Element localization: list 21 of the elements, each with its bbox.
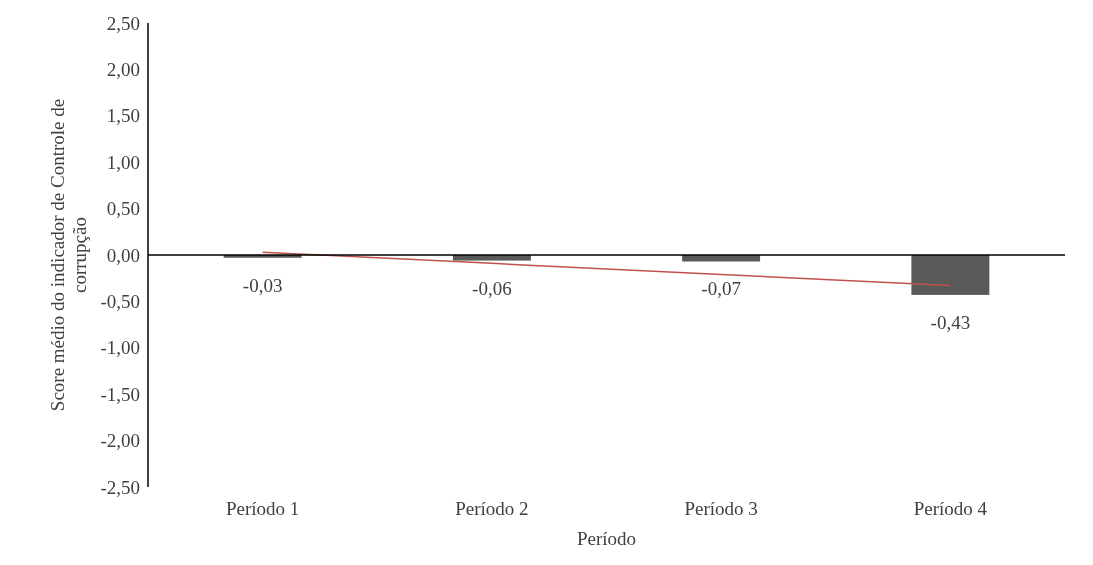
data-label: -0,43 [930, 311, 971, 333]
x-tick-label: Período 1 [225, 498, 300, 519]
y-tick-label: 2,50 [106, 12, 140, 34]
y-axis-title: Score médio do indicador de Controle de corrupção [46, 98, 90, 412]
y-tick-label: -2,00 [100, 430, 140, 452]
y-tick-label: 0,00 [106, 244, 140, 266]
x-tick-label: Período 2 [455, 498, 529, 519]
y-tick-label: 1,00 [106, 151, 140, 173]
y-tick-label: -0,50 [100, 291, 140, 313]
data-label: -0,03 [242, 274, 283, 296]
y-tick-label: -2,50 [100, 476, 140, 498]
x-tick-label: Período 3 [684, 498, 758, 519]
y-tick-label: -1,00 [100, 337, 140, 359]
y-tick-label: -1,50 [100, 383, 140, 405]
data-label: -0,07 [701, 278, 741, 300]
y-tick-label: 2,00 [106, 59, 140, 81]
data-label: -0,06 [472, 277, 512, 299]
y-tick-label: 0,50 [106, 198, 140, 220]
x-axis-title: Período [576, 528, 637, 549]
x-tick-label: Período 4 [913, 498, 988, 519]
y-tick-label: 1,50 [106, 105, 140, 127]
